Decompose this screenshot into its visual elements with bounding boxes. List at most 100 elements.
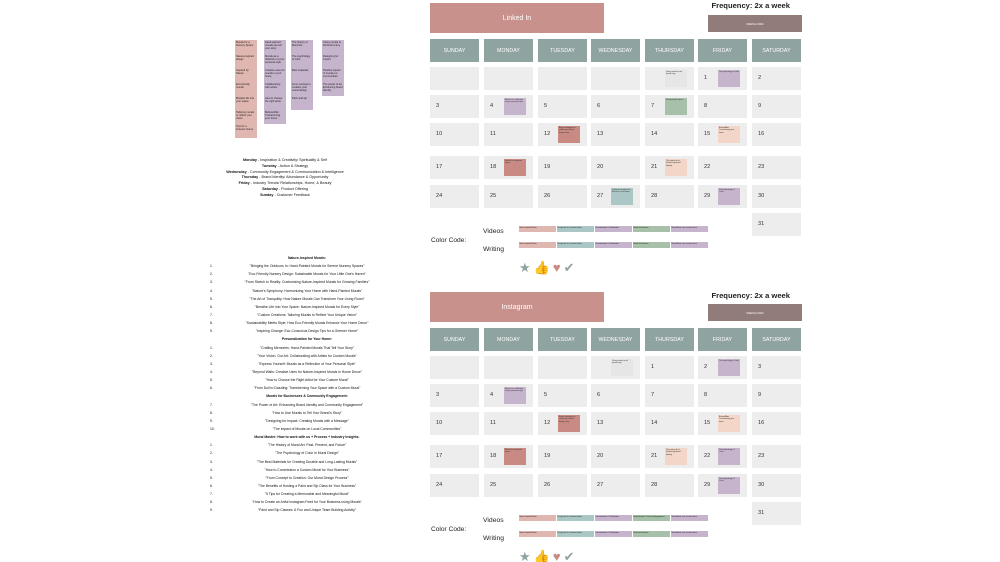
star-icon[interactable]: ★ — [519, 549, 531, 562]
calendar-day-cell[interactable] — [538, 67, 587, 90]
calendar-day-cell[interactable]: 14 — [645, 412, 694, 435]
calendar-day-cell[interactable]: 14 — [645, 123, 694, 146]
star-icon[interactable]: ★ — [519, 260, 531, 275]
calendar-day-cell[interactable]: 29 The psychology of Color — [698, 185, 747, 208]
calendar-day-cell[interactable] — [484, 356, 533, 379]
calendar-day-cell[interactable]: 11 — [484, 412, 533, 435]
calendar-day-cell[interactable]: 5 — [538, 384, 587, 407]
calendar-day-cell[interactable]: 24 — [430, 185, 479, 208]
calendar-event[interactable]: Using murals to tell brand story — [611, 359, 633, 376]
calendar-day-cell[interactable]: 19 — [538, 445, 587, 468]
calendar-day-cell[interactable]: 13 — [591, 123, 640, 146]
calendar-event[interactable]: Before/After Transforming your home — [718, 126, 740, 143]
calendar-event[interactable]: Murals as a reflection of your personal … — [504, 98, 526, 115]
calendar-day-cell[interactable]: 27 Creative Locations for Murals in Your … — [591, 185, 640, 208]
calendar-day-cell[interactable]: Using murals to tell brand story — [591, 356, 640, 379]
calendar-day-cell[interactable]: 20 — [591, 156, 640, 179]
calendar-day-cell[interactable] — [430, 67, 479, 90]
thumbs-up-icon[interactable]: 👍 — [533, 260, 550, 275]
calendar-day-cell[interactable]: 25 — [484, 474, 533, 497]
calendar-day-cell[interactable]: 4 Murals as a reflection of your personal… — [484, 95, 533, 118]
calendar-day-cell[interactable]: 10 — [430, 123, 479, 146]
calendar-day-cell[interactable]: 15 Before/After Transforming your home — [698, 123, 747, 146]
calendar-day-cell[interactable]: 7 Designing for impact — [645, 95, 694, 118]
calendar-event[interactable]: The psychology of Color — [718, 188, 740, 205]
calendar-event[interactable]: The power of art Enhancing Brand Identit… — [665, 448, 687, 465]
calendar-day-cell[interactable]: 26 — [538, 474, 587, 497]
heart-icon[interactable]: ♥ — [552, 549, 561, 562]
calendar-day-cell[interactable]: 31 — [752, 213, 801, 236]
calendar-day-cell[interactable]: 12 Expert strategies to create your brand… — [538, 123, 587, 146]
calendar-day-cell[interactable]: 7 — [645, 384, 694, 407]
calendar-day-cell[interactable]: 21 The power of art Enhancing Brand Ident… — [645, 156, 694, 179]
calendar-event[interactable]: Murals as a reflection of your personal … — [504, 387, 526, 404]
calendar-day-cell[interactable]: 19 — [538, 156, 587, 179]
calendar-day-cell[interactable]: 8 — [698, 95, 747, 118]
calendar-event[interactable]: The psychology of Color — [718, 477, 740, 494]
calendar-day-cell[interactable]: 5 — [538, 95, 587, 118]
calendar-day-cell[interactable]: 18 Murals for a greener space — [484, 445, 533, 468]
calendar-event[interactable]: Using murals to tell brand story — [665, 70, 687, 87]
calendar-day-cell[interactable]: 17 — [430, 156, 479, 179]
check-icon[interactable]: ✔ — [563, 549, 575, 562]
calendar-day-cell[interactable]: 3 — [752, 356, 801, 379]
calendar-day-cell[interactable]: 25 — [484, 185, 533, 208]
calendar-day-cell[interactable]: 28 — [645, 185, 694, 208]
calendar-day-cell[interactable]: 24 — [430, 474, 479, 497]
calendar-day-cell[interactable]: 1 — [645, 356, 694, 379]
calendar-event[interactable]: Murals for a greener space — [504, 159, 526, 176]
thumbs-up-icon[interactable]: 👍 — [533, 549, 550, 562]
calendar-day-cell[interactable]: 18 Murals for a greener space — [484, 156, 533, 179]
calendar-day-cell[interactable]: 1 The psychology of color — [698, 67, 747, 90]
calendar-event[interactable]: Expert strategies to create your brand d… — [558, 415, 580, 432]
calendar-event[interactable]: Before/After Transforming your home — [718, 415, 740, 432]
calendar-day-cell[interactable]: 23 — [752, 156, 801, 179]
calendar-day-cell[interactable]: 30 — [752, 185, 801, 208]
calendar-day-cell[interactable]: 2 — [752, 67, 801, 90]
calendar-day-cell[interactable]: 9 — [752, 384, 801, 407]
day-number: 24 — [436, 482, 443, 488]
calendar-day-cell[interactable]: 22 The psychology of Color — [698, 445, 747, 468]
calendar-event[interactable]: Creative Locations for Murals in Your Ho… — [611, 188, 633, 205]
calendar-day-cell[interactable]: 22 — [698, 156, 747, 179]
calendar-day-cell[interactable]: 16 — [752, 412, 801, 435]
calendar-day-cell[interactable]: 27 — [591, 474, 640, 497]
calendar-event[interactable]: Designing for impact — [665, 98, 687, 115]
calendar-day-cell[interactable]: 11 — [484, 123, 533, 146]
calendar-day-cell[interactable]: 10 — [430, 412, 479, 435]
calendar-event[interactable]: The psychology of color — [718, 359, 740, 376]
calendar-day-cell[interactable]: 28 — [645, 474, 694, 497]
calendar-day-cell[interactable]: 3 — [430, 384, 479, 407]
heart-icon[interactable]: ♥ — [552, 260, 561, 275]
calendar-day-cell[interactable]: 6 — [591, 384, 640, 407]
calendar-day-cell[interactable]: 29 The psychology of Color — [698, 474, 747, 497]
calendar-day-cell[interactable]: 2 The psychology of color — [698, 356, 747, 379]
calendar-day-cell[interactable]: Using murals to tell brand story — [645, 67, 694, 90]
calendar-event[interactable]: The psychology of Color — [718, 448, 740, 465]
calendar-event[interactable]: The power of art Enhancing Brand Identit… — [665, 159, 687, 176]
calendar-day-cell[interactable]: 6 — [591, 95, 640, 118]
calendar-day-cell[interactable]: 20 — [591, 445, 640, 468]
calendar-day-cell[interactable]: 12 Expert strategies to create your brand… — [538, 412, 587, 435]
calendar-day-cell[interactable] — [538, 356, 587, 379]
calendar-event[interactable]: Murals for a greener space — [504, 448, 526, 465]
calendar-day-cell[interactable]: 3 — [430, 95, 479, 118]
calendar-day-cell[interactable]: 15 Before/After Transforming your home — [698, 412, 747, 435]
calendar-day-cell[interactable]: 21 The power of art Enhancing Brand Ident… — [645, 445, 694, 468]
calendar-day-cell[interactable]: 9 — [752, 95, 801, 118]
calendar-day-cell[interactable]: 4 Murals as a reflection of your personal… — [484, 384, 533, 407]
calendar-day-cell[interactable] — [484, 67, 533, 90]
calendar-day-cell[interactable]: 26 — [538, 185, 587, 208]
calendar-day-cell[interactable]: 13 — [591, 412, 640, 435]
calendar-event[interactable]: The psychology of color — [718, 70, 740, 87]
calendar-day-cell[interactable]: 16 — [752, 123, 801, 146]
calendar-day-cell[interactable]: 8 — [698, 384, 747, 407]
calendar-day-cell[interactable]: 17 — [430, 445, 479, 468]
calendar-day-cell[interactable]: 23 — [752, 445, 801, 468]
calendar-day-cell[interactable]: 30 — [752, 474, 801, 497]
calendar-event[interactable]: Expert strategies to create your brand d… — [558, 126, 580, 143]
calendar-day-cell[interactable] — [591, 67, 640, 90]
check-icon[interactable]: ✔ — [563, 260, 575, 275]
calendar-day-cell[interactable] — [430, 356, 479, 379]
calendar-day-cell[interactable]: 31 — [752, 502, 801, 525]
